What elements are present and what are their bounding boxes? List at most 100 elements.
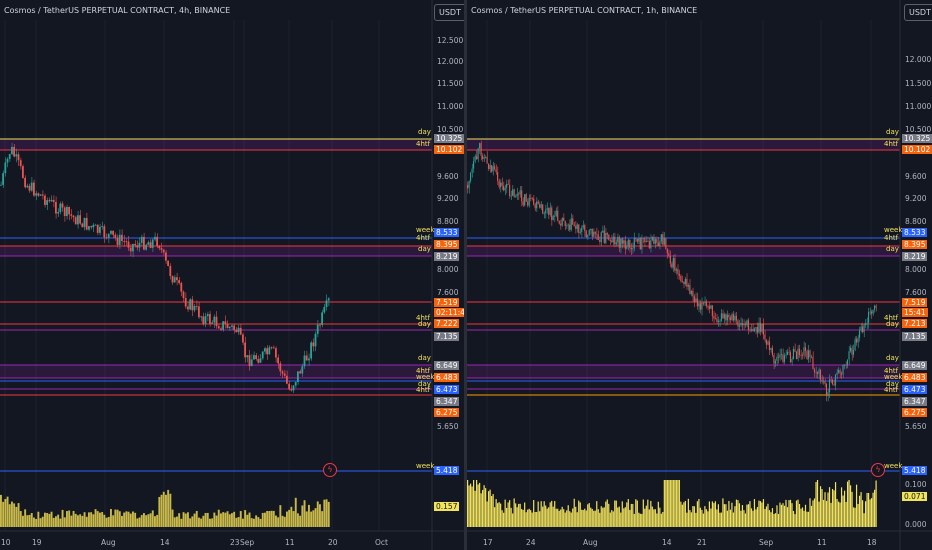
- volume-bar: [804, 504, 807, 527]
- volume-bar: [310, 511, 313, 527]
- volume-bar: [52, 517, 55, 527]
- volume-bar: [711, 501, 714, 527]
- chart-background: [0, 0, 464, 550]
- candle-body: [644, 238, 646, 242]
- candle-body: [587, 234, 589, 238]
- volume-bar: [261, 512, 264, 527]
- volume-bar: [132, 511, 134, 527]
- date-tick: 21: [697, 538, 707, 547]
- volume-bar: [789, 499, 792, 527]
- candle-body: [173, 277, 176, 283]
- volume-bar: [275, 515, 277, 527]
- candle-body: [759, 322, 761, 332]
- candle-body: [729, 317, 731, 320]
- candle-body: [807, 350, 810, 359]
- candle-body: [705, 302, 707, 306]
- candle-body: [204, 316, 207, 324]
- candle-body: [489, 165, 491, 170]
- volume-bar: [801, 507, 804, 527]
- candle-body: [660, 234, 662, 242]
- candle-body: [716, 318, 718, 322]
- volume-bar: [771, 508, 774, 527]
- candle-body: [72, 215, 75, 218]
- price-tick: 8.800: [905, 217, 927, 226]
- candle-body: [792, 348, 794, 360]
- candle-body: [519, 190, 521, 195]
- candle-body: [314, 333, 317, 347]
- volume-bar: [803, 510, 805, 527]
- candle-body: [498, 180, 500, 188]
- candle-body: [136, 245, 139, 248]
- price-tag: 0.157: [434, 502, 460, 511]
- volume-bar: [834, 482, 837, 527]
- candle-body: [834, 374, 837, 386]
- volume-bar: [169, 493, 172, 527]
- chart-pane-1h[interactable]: Cosmos / TetherUS PERPETUAL CONTRACT, 1h…: [467, 0, 932, 550]
- price-chart-4h[interactable]: [0, 0, 464, 550]
- price-tag: 10.325: [902, 134, 932, 143]
- price-tick: 7.600: [437, 288, 459, 297]
- price-tag: 10.102: [434, 145, 464, 154]
- pane-divider[interactable]: [464, 0, 467, 550]
- candle-body: [590, 228, 592, 231]
- volume-bar: [647, 499, 649, 527]
- chart-pane-4h[interactable]: Cosmos / TetherUS PERPETUAL CONTRACT, 4h…: [0, 0, 464, 550]
- candle-body: [90, 226, 92, 228]
- candle-body: [19, 160, 22, 167]
- volume-tick: 0.100: [905, 480, 927, 489]
- volume-bar: [723, 504, 726, 527]
- volume-bar: [543, 501, 545, 527]
- price-tag: 6.649: [434, 361, 460, 370]
- candle-body: [597, 234, 599, 241]
- candle-body: [224, 321, 227, 324]
- candle-body: [297, 371, 299, 383]
- candle-body: [6, 158, 9, 163]
- date-tick: Sep: [240, 538, 255, 547]
- price-tag: 8.395: [434, 240, 460, 249]
- volume-bar: [140, 515, 143, 527]
- candle-body: [848, 351, 850, 360]
- candle-body: [816, 371, 819, 374]
- candle-body: [855, 339, 858, 343]
- candle-body: [222, 321, 224, 330]
- candle-body: [813, 369, 816, 373]
- candle-body: [584, 225, 586, 232]
- candle-body: [528, 197, 530, 206]
- volume-bar: [840, 487, 843, 527]
- volume-bar: [621, 501, 623, 527]
- level-label: week: [416, 462, 435, 470]
- volume-bar: [861, 500, 864, 527]
- volume-bar: [316, 501, 319, 527]
- currency-button[interactable]: USDT: [904, 4, 932, 21]
- volume-bar: [663, 480, 665, 527]
- currency-button[interactable]: USDT: [434, 4, 464, 21]
- candle-body: [636, 238, 638, 242]
- lightning-icon[interactable]: ϟ: [323, 463, 337, 477]
- candle-body: [752, 329, 754, 332]
- candle-body: [812, 356, 814, 370]
- candle-body: [88, 226, 90, 230]
- price-tick: 11.500: [437, 79, 464, 88]
- volume-bar: [519, 503, 521, 527]
- candle-body: [734, 315, 736, 321]
- candle-body: [35, 193, 37, 196]
- volume-bar: [692, 506, 694, 527]
- candle-body: [648, 241, 650, 249]
- volume-bar: [611, 510, 613, 527]
- volume-bar: [822, 499, 825, 527]
- candle-body: [169, 266, 172, 277]
- candle-body: [780, 354, 782, 356]
- candle-body: [61, 203, 64, 208]
- candle-body: [492, 166, 494, 172]
- lightning-icon[interactable]: ϟ: [871, 463, 885, 477]
- candle-body: [810, 356, 813, 358]
- volume-bar: [253, 518, 255, 527]
- candle-body: [63, 207, 66, 217]
- candle-body: [594, 231, 596, 234]
- volume-bar: [602, 507, 604, 527]
- candle-body: [494, 166, 496, 170]
- price-chart-1h[interactable]: [467, 0, 932, 550]
- volume-bar: [19, 511, 22, 527]
- price-tag: 8.219: [434, 252, 460, 261]
- candle-body: [701, 302, 703, 310]
